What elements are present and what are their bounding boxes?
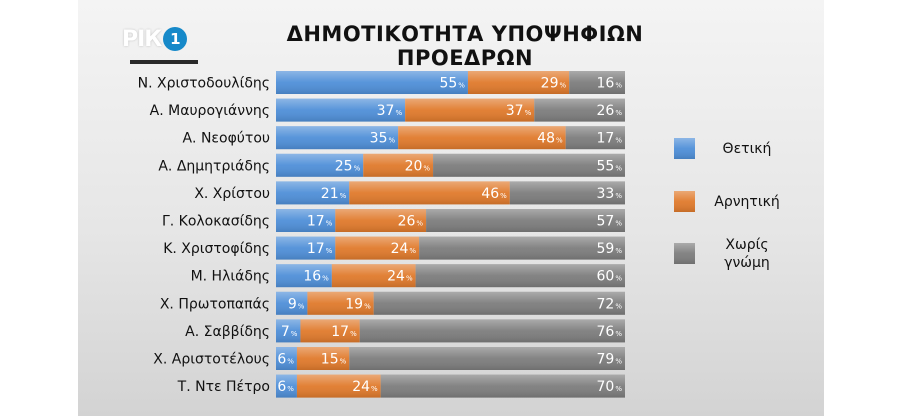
legend-swatch-gloss bbox=[674, 243, 695, 264]
category-label: Α. Νεοφύτου bbox=[182, 131, 270, 147]
data-label: 7% bbox=[281, 324, 298, 340]
data-label: 26% bbox=[398, 214, 424, 230]
bar-segment-gloss bbox=[405, 98, 535, 122]
legend-label: Θετική bbox=[723, 141, 772, 157]
data-label: 55% bbox=[597, 158, 623, 174]
data-label: 9% bbox=[288, 296, 305, 312]
category-label: Α. Μαυρογιάννης bbox=[150, 103, 270, 119]
category-label: Τ. Ντε Πέτρο bbox=[177, 379, 270, 395]
bar-segment-gloss bbox=[335, 209, 427, 232]
bar-segment-gloss bbox=[276, 319, 301, 343]
bar-segment-gloss bbox=[419, 236, 625, 260]
logo-underline bbox=[130, 60, 198, 64]
chart-frame: РІК 1 ΔΗΜΟΤΙΚΟΤΗΤΑ ΥΠΟΨΗΦΙΩΝ ΠΡΟΕΔΡΩΝ Ν.… bbox=[78, 0, 824, 416]
data-label: 48% bbox=[537, 131, 563, 147]
bar-segment-gloss bbox=[276, 374, 297, 398]
data-label: 26% bbox=[597, 103, 623, 119]
data-label: 59% bbox=[597, 241, 623, 257]
data-label: 6% bbox=[277, 379, 294, 395]
legend-label: γνώμη bbox=[724, 255, 770, 271]
channel-logo: РІК 1 bbox=[122, 22, 188, 56]
bar-segment-gloss bbox=[373, 291, 625, 315]
legend-swatch-gloss bbox=[674, 138, 695, 159]
bar-segment-gloss bbox=[467, 71, 570, 94]
legend-swatch-gloss bbox=[674, 191, 695, 212]
category-label: Χ. Χρίστου bbox=[194, 186, 270, 202]
bar-segment-gloss bbox=[509, 181, 625, 205]
bar-segment-gloss bbox=[276, 291, 308, 315]
data-label: 25% bbox=[335, 158, 361, 174]
category-label: Μ. Ηλιάδης bbox=[191, 269, 270, 285]
bar-segment-gloss bbox=[349, 181, 510, 205]
bar-segment-gloss bbox=[276, 71, 468, 94]
data-label: 72% bbox=[597, 296, 623, 312]
data-label: 35% bbox=[370, 131, 396, 147]
data-label: 55% bbox=[439, 76, 465, 92]
bar-segment-gloss bbox=[415, 264, 625, 288]
category-label: Ν. Χριστοδουλίδης bbox=[138, 76, 270, 92]
bar-segment-gloss bbox=[276, 347, 297, 370]
bar-segment-gloss bbox=[276, 236, 336, 260]
bar-segment-gloss bbox=[569, 71, 625, 94]
stacked-bar-chart: Ν. Χριστοδουλίδης 55% 29% 16% Α. Μαυρογιάννη… bbox=[138, 71, 780, 398]
bar-segment-gloss bbox=[565, 126, 625, 150]
data-label: 24% bbox=[391, 241, 417, 257]
legend-label: Αρνητική bbox=[714, 194, 779, 210]
bar-segment-gloss bbox=[300, 319, 360, 343]
category-label: Χ. Πρωτοπαπάς bbox=[160, 296, 270, 312]
bar-segment-gloss bbox=[398, 126, 566, 150]
data-label: 57% bbox=[597, 214, 623, 230]
bar-segment-gloss bbox=[426, 209, 625, 232]
data-label: 24% bbox=[352, 379, 378, 395]
bar-segment-gloss bbox=[296, 347, 350, 370]
bar-segment-gloss bbox=[276, 264, 332, 288]
bar-segment-gloss bbox=[331, 264, 416, 288]
bar-segment-gloss bbox=[433, 153, 625, 177]
data-label: 17% bbox=[597, 131, 623, 147]
chart-title: ΔΗΜΟΤΙΚΟΤΗΤΑ ΥΠΟΨΗΦΙΩΝ ΠΡΟΕΔΡΩΝ bbox=[286, 22, 644, 70]
legend-label: Χωρίς bbox=[725, 237, 768, 253]
bar-segment-gloss bbox=[335, 236, 420, 260]
data-label: 24% bbox=[387, 269, 413, 285]
bar-segment-gloss bbox=[380, 374, 625, 398]
bar-segment-gloss bbox=[276, 153, 364, 177]
channel-logo-badge: 1 bbox=[163, 27, 188, 51]
data-label: 20% bbox=[405, 158, 431, 174]
bar-segment-gloss bbox=[307, 291, 374, 315]
data-label: 29% bbox=[541, 76, 567, 92]
data-label: 37% bbox=[377, 103, 403, 119]
category-label: Γ. Κολοκασίδης bbox=[162, 214, 270, 230]
category-label: Χ. Αριστοτέλους bbox=[153, 352, 270, 368]
data-label: 21% bbox=[321, 186, 347, 202]
bar-segment-gloss bbox=[363, 153, 434, 177]
data-label: 37% bbox=[506, 103, 532, 119]
bar-segment-gloss bbox=[276, 209, 336, 232]
data-label: 46% bbox=[481, 186, 507, 202]
category-label: Α. Σαββίδης bbox=[185, 324, 270, 340]
bar-segment-gloss bbox=[296, 374, 381, 398]
bar-segment-gloss bbox=[349, 347, 625, 370]
channel-logo-text: РІК bbox=[122, 26, 162, 52]
data-label: 60% bbox=[597, 269, 623, 285]
bar-segment-gloss bbox=[276, 126, 399, 150]
data-label: 19% bbox=[345, 296, 371, 312]
data-label: 16% bbox=[303, 269, 329, 285]
data-label: 17% bbox=[331, 324, 357, 340]
data-label: 15% bbox=[321, 352, 347, 368]
data-label: 16% bbox=[597, 76, 623, 92]
data-label: 17% bbox=[307, 241, 333, 257]
data-label: 33% bbox=[597, 186, 623, 202]
category-label: Α. Δημητριάδης bbox=[158, 158, 270, 174]
bar-segment-gloss bbox=[276, 181, 350, 205]
data-label: 6% bbox=[277, 352, 294, 368]
data-label: 76% bbox=[597, 324, 623, 340]
data-label: 79% bbox=[597, 352, 623, 368]
bar-segment-gloss bbox=[276, 98, 406, 122]
data-label: 70% bbox=[597, 379, 623, 395]
bar-segment-gloss bbox=[534, 98, 625, 122]
data-label: 17% bbox=[307, 214, 333, 230]
bar-segment-gloss bbox=[359, 319, 625, 343]
category-label: Κ. Χριστοφίδης bbox=[163, 241, 270, 257]
